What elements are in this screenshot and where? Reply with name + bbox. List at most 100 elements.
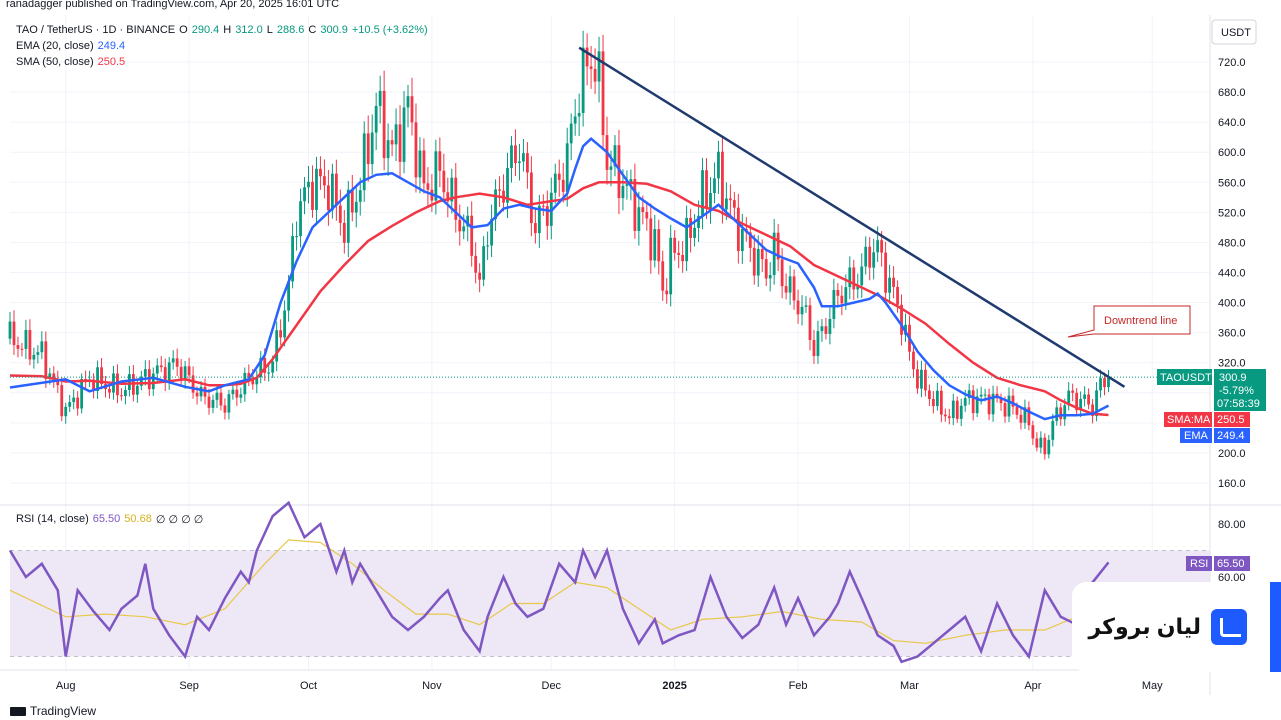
candle-body: [438, 151, 442, 171]
candle-body: [1107, 377, 1110, 388]
candle-body: [736, 207, 740, 252]
candle-body: [211, 399, 215, 408]
candle-body: [661, 261, 665, 291]
candle-body: [1063, 405, 1067, 420]
price-tag: 300.9 -5.79% 07:58:39: [1214, 369, 1266, 411]
candle-body: [235, 389, 239, 398]
price-tick-label: 560.0: [1218, 177, 1246, 189]
time-tick-label: Sep: [179, 680, 199, 692]
candle-body: [494, 189, 497, 219]
candle-body: [402, 107, 406, 162]
candle-body: [792, 276, 796, 301]
ema-tag: EMA 249.4: [1180, 428, 1250, 443]
candle-body: [689, 217, 692, 238]
symbol-tag-text: TAOUSDT: [1160, 372, 1212, 384]
candle-body: [215, 392, 219, 400]
rsi-axis-ticks: 60.00 80.00: [1218, 519, 1246, 584]
candle-body: [856, 285, 860, 290]
candle-body: [788, 276, 792, 293]
candle-body: [713, 178, 716, 194]
candle-body: [227, 394, 231, 413]
candle-body: [565, 143, 569, 192]
candle-body: [1071, 390, 1075, 393]
candle-body: [510, 145, 513, 168]
candle-body: [442, 170, 446, 193]
candle-body: [255, 376, 259, 385]
candle-body: [776, 232, 780, 260]
candle-body: [454, 177, 458, 220]
time-tick-label: Aug: [56, 680, 76, 692]
candle-body: [486, 245, 490, 247]
candle-body: [1055, 407, 1059, 421]
candle-body: [36, 352, 40, 355]
candle-body: [434, 151, 438, 201]
rsi-line: [8, 500, 1110, 664]
candle-body: [1023, 407, 1027, 423]
candle-body: [1075, 392, 1079, 411]
legend-sma-label[interactable]: SMA (50, close): [16, 56, 94, 68]
candle-body: [553, 173, 557, 193]
candle-body: [1039, 437, 1043, 448]
candle-body: [48, 373, 52, 380]
candle-body: [28, 329, 32, 360]
candle-body: [514, 145, 517, 163]
candle-body: [979, 394, 983, 397]
candle-body: [1019, 414, 1023, 423]
tradingview-wordmark: TradingView: [30, 704, 97, 718]
candle-body: [924, 369, 927, 391]
candle-body: [159, 365, 163, 368]
candle-body: [633, 179, 637, 231]
candle-body: [478, 272, 482, 280]
candle-body: [406, 96, 410, 108]
candle-body: [557, 173, 561, 180]
candle-body: [1003, 403, 1007, 417]
candle-body: [673, 237, 677, 253]
price-tick-label: 520.0: [1218, 207, 1246, 219]
legend-low: 288.6: [276, 24, 305, 36]
candle-body: [450, 177, 454, 202]
candle-body: [808, 305, 812, 341]
candle-body: [350, 189, 354, 213]
candle-body: [16, 345, 20, 349]
candle-body: [44, 341, 48, 380]
candle-body: [780, 259, 784, 287]
legend-ema-label[interactable]: EMA (20, close): [16, 40, 94, 52]
candle-body: [171, 358, 175, 363]
tradingview-footer[interactable]: TradingView: [10, 704, 96, 718]
candle-body: [207, 396, 211, 408]
currency-tag: USDT: [1211, 19, 1257, 45]
candle-body: [52, 373, 56, 380]
candle-body: [295, 236, 298, 238]
candle-body: [124, 390, 127, 397]
time-tick-label: May: [1142, 680, 1163, 692]
candle-body: [717, 151, 720, 179]
candle-body: [768, 275, 772, 279]
candle-body: [645, 212, 649, 219]
candle-body: [342, 222, 346, 243]
candle-body: [1083, 394, 1087, 399]
time-tick-label: 2025: [662, 680, 686, 692]
time-tick-label: Apr: [1024, 680, 1041, 692]
candle-body: [199, 386, 203, 397]
candle-body: [128, 374, 131, 391]
candle-body: [1079, 398, 1083, 411]
candle-body: [971, 390, 975, 414]
candle-body: [175, 358, 179, 367]
candle-body: [76, 397, 80, 409]
candle-body: [191, 375, 195, 393]
candle-body: [263, 357, 267, 373]
candle-body: [896, 286, 899, 305]
candle-body: [323, 176, 326, 186]
annotation-text: Downtrend line: [1104, 315, 1177, 327]
candle-body: [330, 173, 334, 211]
price-tick-label: 320.0: [1218, 358, 1246, 370]
candle-body: [943, 414, 947, 417]
rsi-legend-label[interactable]: RSI (14, close): [16, 513, 89, 525]
candle-body: [40, 341, 44, 353]
candle-body: [287, 281, 291, 311]
candle-body: [390, 140, 394, 145]
legend-symbol[interactable]: TAO / TetherUS · 1D · BINANCE: [16, 24, 176, 36]
candle-body: [68, 402, 72, 407]
candle-body: [410, 96, 414, 123]
